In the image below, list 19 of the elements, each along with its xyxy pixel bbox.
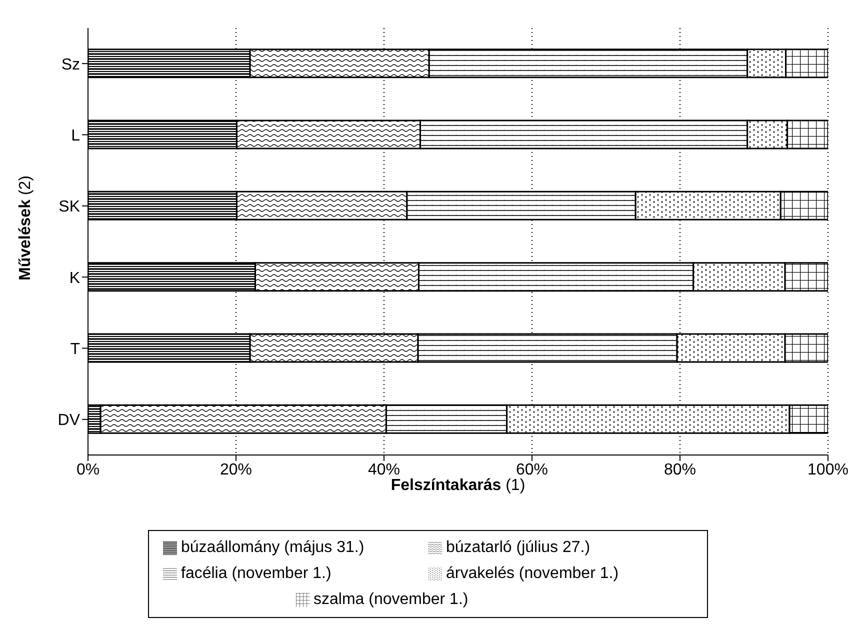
x-tick-label: 0% — [76, 461, 100, 478]
x-tick-label: 60% — [516, 461, 548, 478]
x-axis-title: Felszíntakarás (1) — [390, 477, 526, 494]
y-tick-label: Sz — [61, 56, 80, 74]
legend-label: búzaállomány (május 31.) — [181, 539, 364, 556]
y-axis-title: Művelések (2) — [17, 176, 34, 280]
y-tick-label: L — [71, 127, 80, 144]
y-tick-label: SK — [58, 198, 80, 216]
legend-label: facélia (november 1.) — [181, 565, 332, 582]
x-tick-label: 80% — [664, 461, 696, 478]
y-tick-label: DV — [58, 412, 80, 430]
legend-label: szalma (november 1.) — [314, 591, 468, 608]
legend-label: árvakelés (november 1.) — [446, 565, 619, 582]
y-tick-label: K — [69, 270, 80, 287]
x-tick-label: 40% — [368, 461, 400, 478]
x-tick-label: 20% — [220, 461, 252, 478]
x-tick-label: 100% — [808, 461, 848, 478]
y-tick-label: T — [70, 340, 80, 358]
legend-label: búzatarló (július 27.) — [446, 539, 590, 556]
